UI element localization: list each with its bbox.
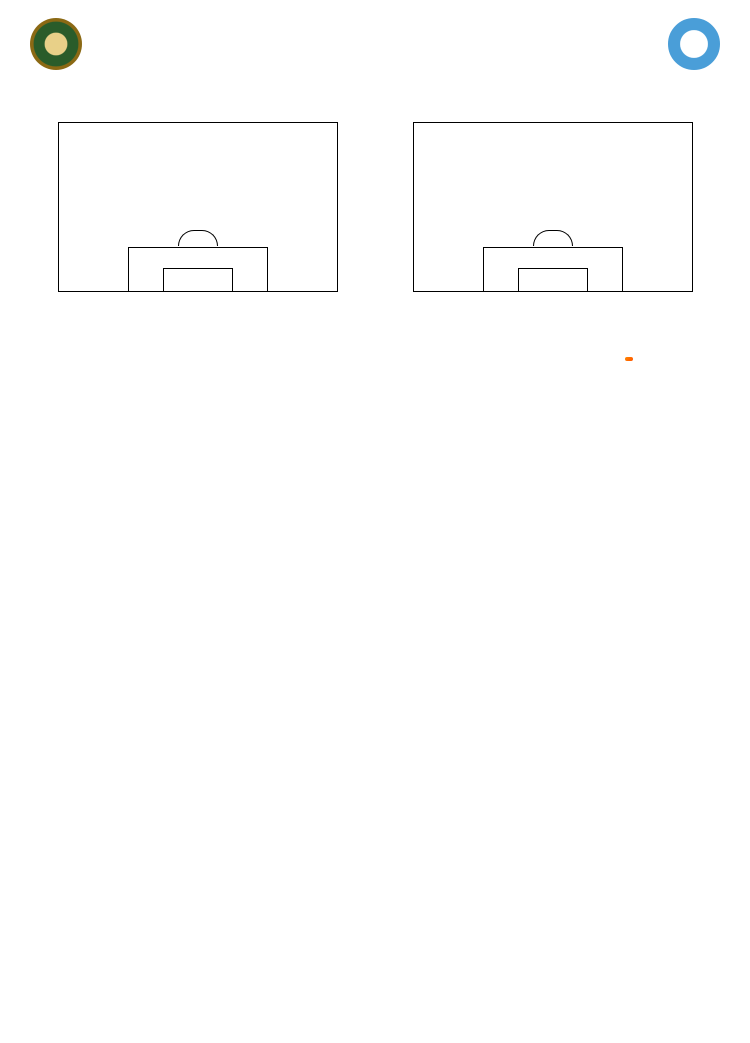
cfa-logo-icon [30, 18, 82, 70]
pitch-home [58, 122, 338, 292]
pitch-away [413, 122, 693, 292]
sponsor-row [30, 346, 720, 368]
sponsor-ftv [625, 350, 635, 364]
signature-row [30, 306, 720, 336]
title-block [82, 43, 668, 45]
header [30, 18, 720, 70]
formation-diagrams [30, 122, 720, 296]
team-header-row [30, 82, 720, 92]
cfa-cup-logo-icon [668, 18, 720, 70]
